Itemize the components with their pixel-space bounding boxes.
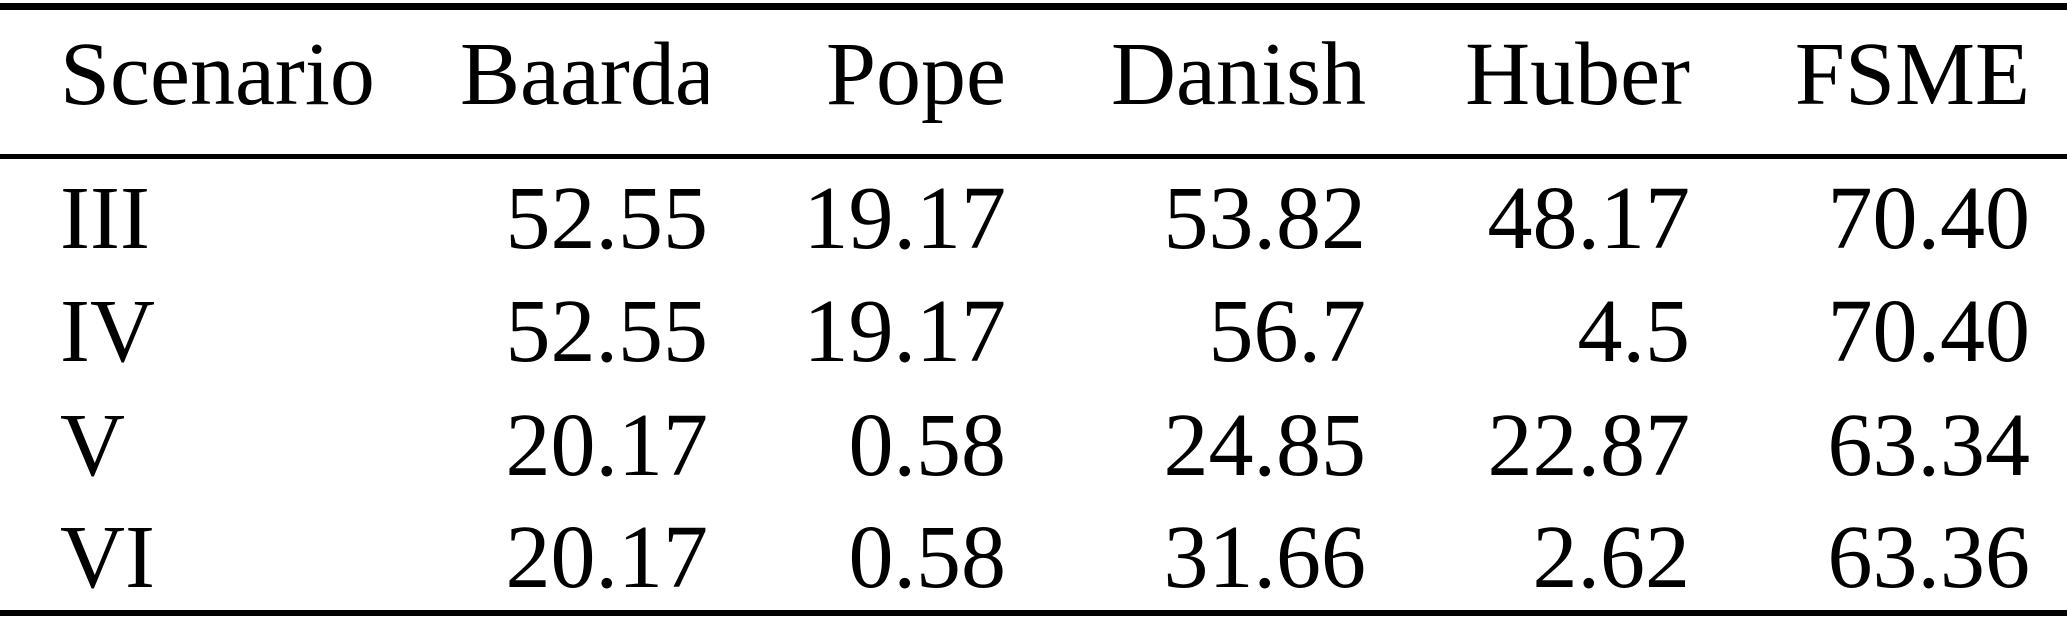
header-cell-danish: Danish bbox=[1111, 25, 1366, 124]
header-cell-baarda: Baarda bbox=[460, 25, 708, 124]
header-cell-fsme: FSME bbox=[1794, 25, 2030, 124]
cell-huber: 2.62 bbox=[1532, 508, 1691, 607]
cell-danish: 53.82 bbox=[1163, 168, 1367, 268]
cell-scenario: III bbox=[60, 168, 150, 268]
table-header: Scenario Baarda Pope Danish Huber FSME bbox=[0, 7, 2067, 157]
table-body: III 52.55 19.17 53.82 48.17 70.40 IV 52.… bbox=[0, 157, 2067, 613]
cell-baarda: 20.17 bbox=[505, 508, 709, 607]
cell-fsme: 70.40 bbox=[1827, 168, 2031, 268]
cell-baarda: 52.55 bbox=[505, 168, 709, 268]
table-row-v: V 20.17 0.58 24.85 22.87 63.34 bbox=[0, 385, 2067, 499]
table-row-vi: VI 20.17 0.58 31.66 2.62 63.36 bbox=[0, 499, 2067, 613]
cell-huber: 22.87 bbox=[1487, 395, 1691, 495]
cell-danish: 31.66 bbox=[1163, 508, 1367, 607]
cell-baarda: 52.55 bbox=[505, 281, 709, 381]
cell-scenario: VI bbox=[60, 508, 155, 607]
cell-huber: 48.17 bbox=[1487, 168, 1691, 268]
cell-pope: 0.58 bbox=[848, 395, 1007, 495]
cell-fsme: 63.34 bbox=[1827, 395, 2031, 495]
cell-fsme: 70.40 bbox=[1827, 281, 2031, 381]
header-cell-huber: Huber bbox=[1465, 25, 1690, 124]
results-table: Scenario Baarda Pope Danish Huber FSME I… bbox=[0, 3, 2067, 616]
table-row-iii: III 52.55 19.17 53.82 48.17 70.40 bbox=[0, 157, 2067, 271]
cell-fsme: 63.36 bbox=[1827, 508, 2031, 607]
header-cell-pope: Pope bbox=[826, 25, 1006, 124]
cell-pope: 19.17 bbox=[803, 281, 1007, 381]
cell-baarda: 20.17 bbox=[505, 395, 709, 495]
cell-danish: 56.7 bbox=[1208, 281, 1367, 381]
cell-huber: 4.5 bbox=[1577, 281, 1691, 381]
cell-danish: 24.85 bbox=[1163, 395, 1367, 495]
cell-scenario: IV bbox=[60, 281, 155, 381]
table-row-iv: IV 52.55 19.17 56.7 4.5 70.40 bbox=[0, 271, 2067, 385]
header-cell-scenario: Scenario bbox=[60, 25, 375, 124]
cell-pope: 19.17 bbox=[803, 168, 1007, 268]
cell-scenario: V bbox=[60, 395, 125, 495]
header-row: Scenario Baarda Pope Danish Huber FSME bbox=[0, 7, 2067, 157]
cell-pope: 0.58 bbox=[848, 508, 1007, 607]
